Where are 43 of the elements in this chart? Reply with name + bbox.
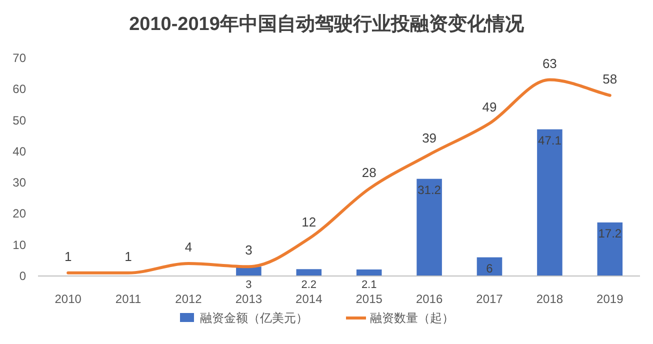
- x-tick-label: 2015: [356, 292, 383, 306]
- data-label: 2.1: [361, 279, 377, 291]
- x-tick-label: 2011: [115, 292, 142, 306]
- x-tick-label: 2013: [235, 292, 262, 306]
- x-tick-label: 2010: [54, 292, 82, 306]
- legend-label: 融资金额（亿美元）: [200, 311, 308, 325]
- data-label: 2.2: [301, 279, 317, 291]
- bar: [597, 222, 623, 276]
- x-tick-label: 2017: [476, 292, 504, 306]
- data-label: 12: [302, 214, 316, 230]
- data-label: 47.1: [538, 133, 562, 148]
- data-label: 49: [482, 99, 497, 114]
- bar: [416, 178, 442, 276]
- data-label: 31.2: [418, 182, 442, 197]
- y-tick-label: 40: [12, 144, 26, 158]
- data-label: 63: [542, 56, 557, 71]
- data-label: 1: [124, 248, 132, 264]
- data-label: 4: [184, 240, 192, 255]
- data-label: 3: [245, 242, 252, 258]
- x-tick-label: 2014: [296, 292, 323, 306]
- data-label: 58: [602, 71, 618, 86]
- bar: [537, 129, 562, 276]
- y-tick-label: 60: [12, 82, 26, 96]
- x-tick-label: 2012: [175, 292, 202, 306]
- x-tick-label: 2016: [416, 292, 443, 306]
- bar: [296, 269, 322, 276]
- data-label: 3: [246, 279, 252, 291]
- y-tick-label: 20: [12, 206, 26, 221]
- chart-title: 2010-2019年中国自动驾驶行业投融资变化情况: [129, 13, 525, 35]
- legend-label: 融资数量（起）: [370, 311, 454, 325]
- y-tick-label: 30: [12, 176, 26, 190]
- data-label: 28: [362, 164, 376, 180]
- x-tick-label: 2018: [536, 292, 564, 306]
- x-tick-label: 2019: [596, 292, 624, 306]
- y-tick-label: 0: [19, 269, 26, 283]
- data-label: 1: [64, 248, 72, 264]
- data-label: 6: [486, 261, 494, 276]
- y-tick-label: 50: [12, 113, 26, 128]
- bar: [356, 269, 382, 276]
- y-tick-label: 10: [12, 238, 26, 252]
- y-tick-label: 70: [12, 51, 26, 65]
- data-label: 39: [422, 130, 437, 146]
- data-label: 17.2: [598, 226, 622, 240]
